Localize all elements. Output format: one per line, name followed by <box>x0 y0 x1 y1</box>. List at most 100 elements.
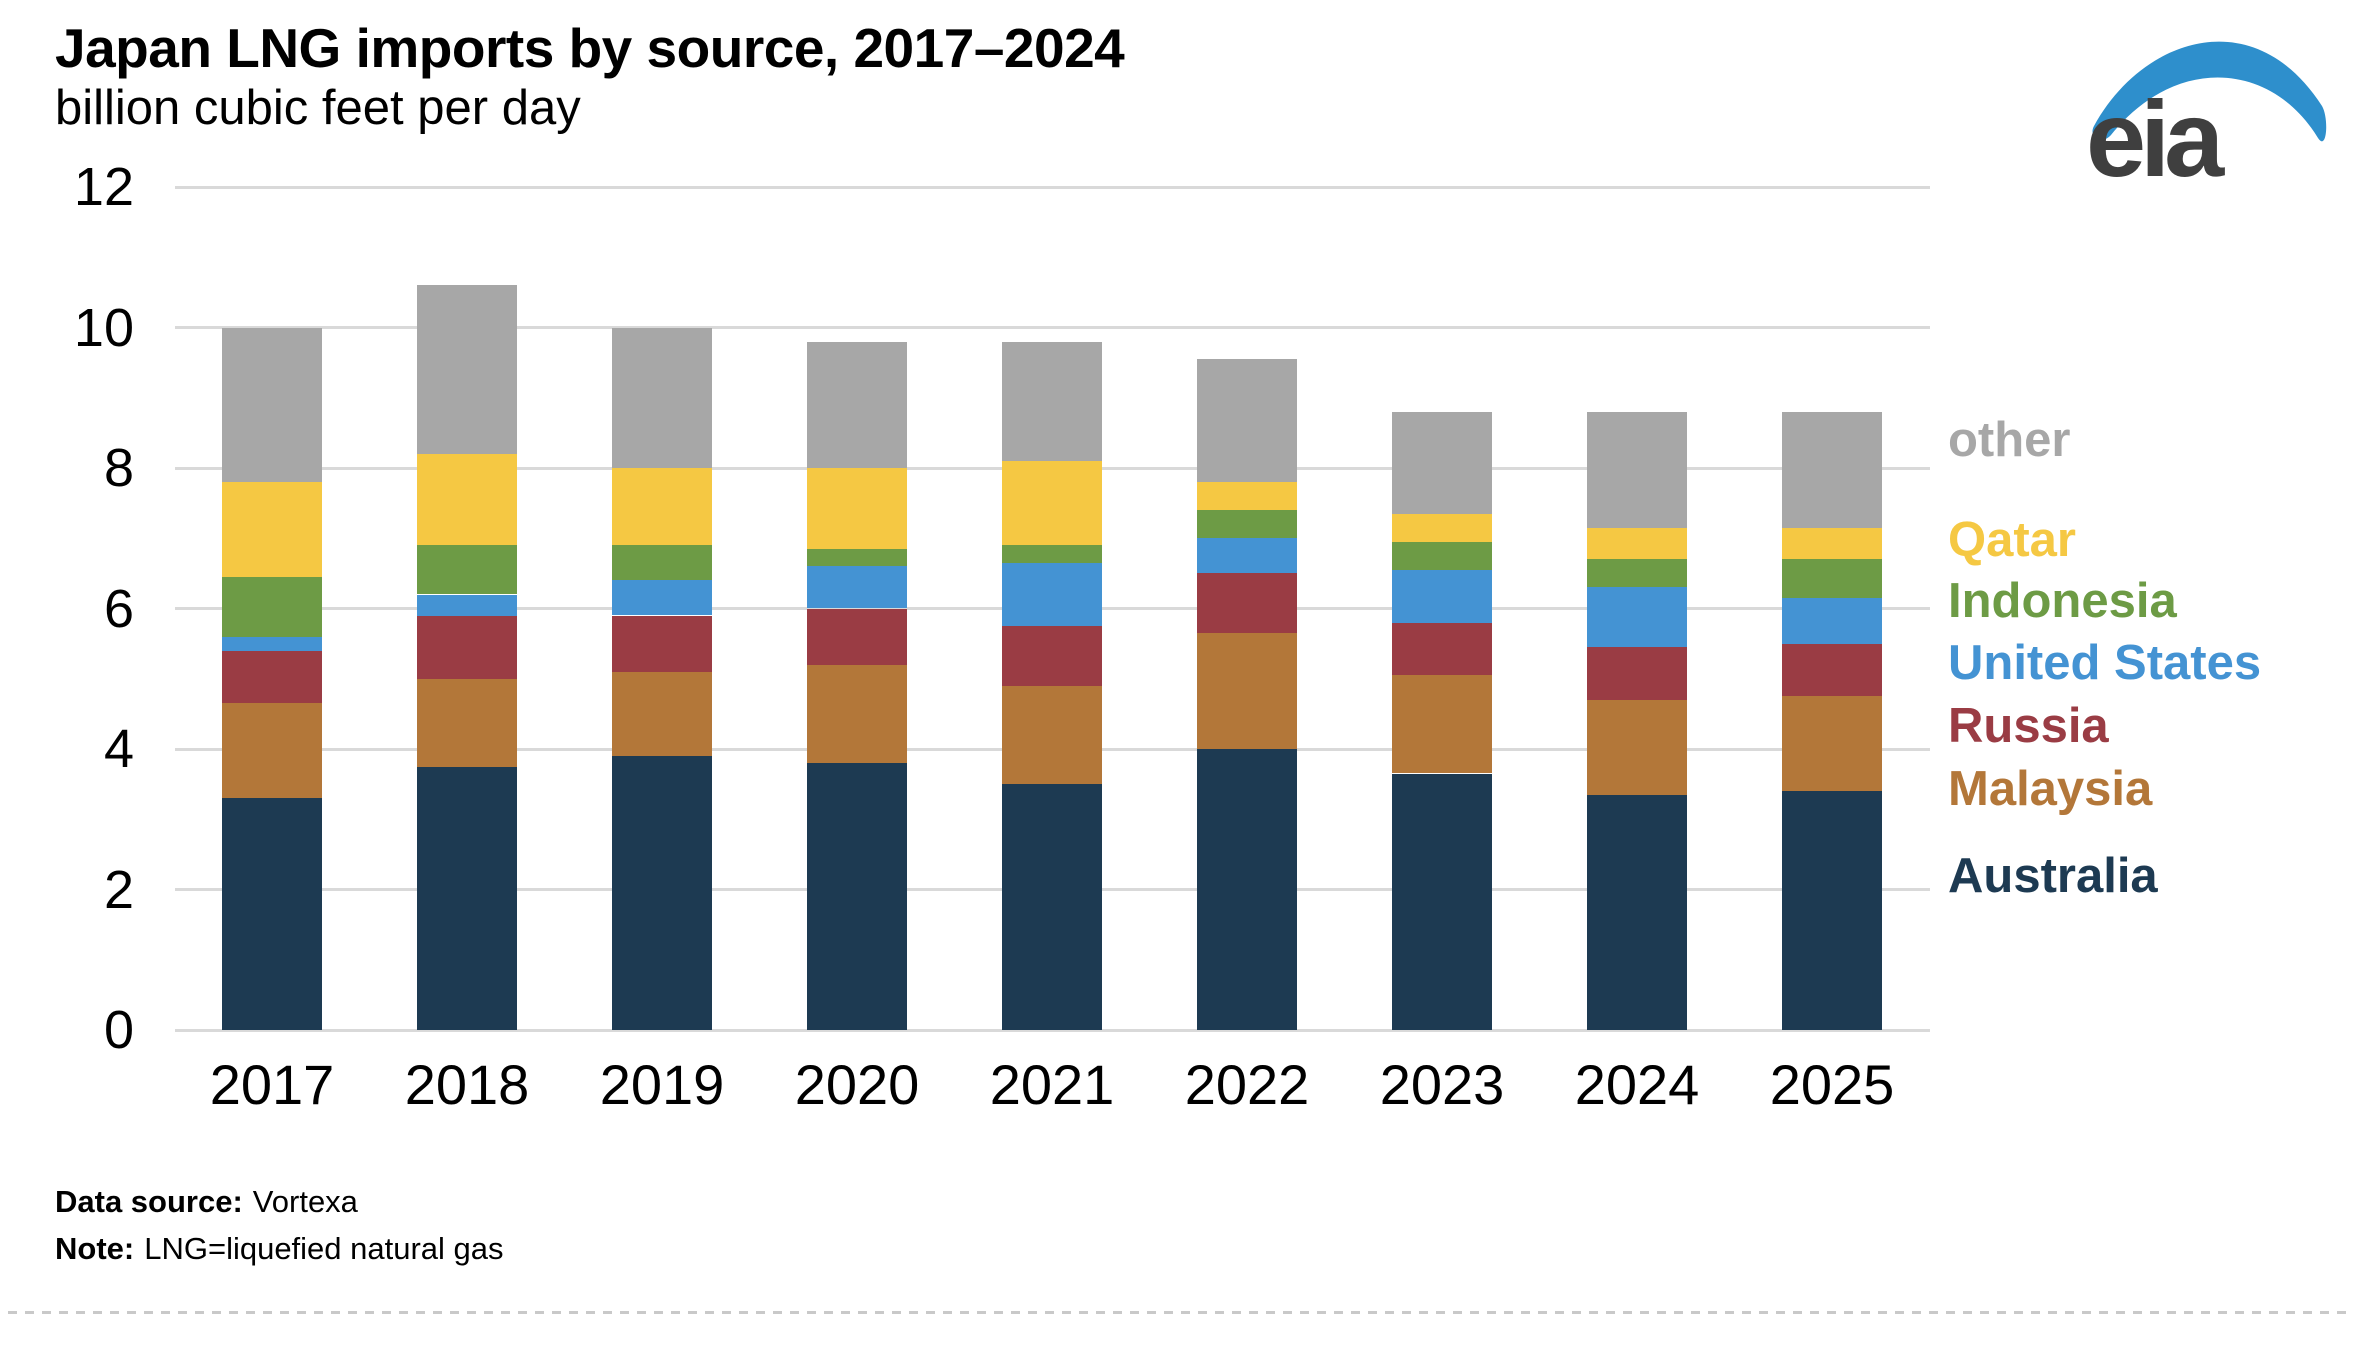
bar-segment-united-states-2018 <box>417 594 517 616</box>
x-tick-label-2023: 2023 <box>1379 1053 1505 1116</box>
bar-segment-malaysia-2021 <box>1002 685 1102 785</box>
note-label: Note: <box>55 1231 135 1266</box>
legend-item-indonesia: Indonesia <box>1948 574 2177 628</box>
bar-segment-qatar-2025 <box>1782 527 1882 560</box>
bar-segment-united-states-2021 <box>1002 562 1102 626</box>
bar-segment-other-2022 <box>1197 359 1297 482</box>
y-tick-label-0: 0 <box>103 1000 134 1060</box>
y-tick-label-2: 2 <box>103 859 134 920</box>
note-line: Note: LNG=liquefied natural gas <box>55 1225 504 1272</box>
eia-swoosh-icon <box>2092 41 2327 142</box>
bar-segment-australia-2023 <box>1392 773 1492 1030</box>
bar-segment-other-2021 <box>1002 341 1102 461</box>
y-tick-label-4: 4 <box>103 719 134 779</box>
bar-segment-united-states-2025 <box>1782 598 1882 644</box>
eia-logo: eia <box>2082 14 2338 199</box>
data-source-value: Vortexa <box>252 1184 358 1219</box>
x-tick-label-2020: 2020 <box>794 1053 920 1116</box>
bar-segment-qatar-2023 <box>1392 513 1492 542</box>
gridline-10 <box>175 326 1930 329</box>
eia-logo-graphic: eia <box>2086 41 2327 199</box>
bar-segment-qatar-2020 <box>807 468 907 549</box>
note-value: LNG=liquefied natural gas <box>144 1231 504 1266</box>
legend-item-united-states: United States <box>1948 636 2262 690</box>
legend-item-other: other <box>1948 413 2071 467</box>
bar-segment-malaysia-2020 <box>807 664 907 763</box>
bar-segment-australia-2020 <box>807 763 907 1030</box>
divider-dotted-line <box>8 1311 2350 1314</box>
y-tick-label-8: 8 <box>103 438 134 498</box>
legend-item-australia: Australia <box>1948 849 2158 903</box>
bar-segment-qatar-2018 <box>417 453 517 546</box>
data-source-label: Data source: <box>55 1184 243 1219</box>
legend-item-russia: Russia <box>1948 699 2109 753</box>
bar-segment-malaysia-2018 <box>417 678 517 767</box>
legend-item-malaysia: Malaysia <box>1948 762 2153 816</box>
bar-segment-russia-2022 <box>1197 573 1297 634</box>
bar-segment-indonesia-2025 <box>1782 559 1882 598</box>
bar-segment-other-2018 <box>417 285 517 454</box>
y-tick-label-6: 6 <box>103 578 134 639</box>
bar-segment-qatar-2024 <box>1587 527 1687 560</box>
bar-segment-russia-2024 <box>1587 647 1687 700</box>
page-title: Japan LNG imports by source, 2017–2024 <box>55 17 1125 79</box>
bar-segment-indonesia-2021 <box>1002 545 1102 563</box>
bar-segment-malaysia-2024 <box>1587 699 1687 795</box>
gridline-0 <box>175 1028 1930 1032</box>
eia-logo-text: eia <box>2086 78 2225 190</box>
bar-segment-australia-2018 <box>417 766 517 1030</box>
bar-segment-united-states-2020 <box>807 566 907 609</box>
bar-segment-russia-2025 <box>1782 643 1882 697</box>
bar-segment-other-2025 <box>1782 411 1882 528</box>
bar-segment-australia-2017 <box>222 798 322 1030</box>
bar-segment-other-2019 <box>612 327 712 468</box>
bar-segment-other-2020 <box>807 341 907 469</box>
bar-segment-malaysia-2017 <box>222 703 322 799</box>
x-tick-label-2017: 2017 <box>209 1053 335 1116</box>
bar-segment-australia-2021 <box>1002 784 1102 1030</box>
bar-segment-indonesia-2019 <box>612 545 712 581</box>
x-tick-label-2019: 2019 <box>599 1053 725 1116</box>
y-tick-label-12: 12 <box>73 157 134 217</box>
bar-segment-indonesia-2022 <box>1197 510 1297 539</box>
bar-segment-australia-2019 <box>612 756 712 1030</box>
bar-segment-united-states-2024 <box>1587 587 1687 648</box>
legend-item-qatar: Qatar <box>1948 513 2077 567</box>
bar-segment-australia-2024 <box>1587 794 1687 1030</box>
bar-segment-united-states-2017 <box>222 636 322 651</box>
bar-segment-indonesia-2024 <box>1587 559 1687 588</box>
bar-segment-russia-2017 <box>222 650 322 704</box>
bar-segment-united-states-2023 <box>1392 569 1492 623</box>
bar-segment-malaysia-2023 <box>1392 675 1492 774</box>
bar-segment-malaysia-2025 <box>1782 696 1882 792</box>
bar-segment-russia-2019 <box>612 615 712 672</box>
y-tick-label-10: 10 <box>73 297 134 358</box>
x-tick-label-2018: 2018 <box>404 1053 530 1116</box>
bar-segment-malaysia-2019 <box>612 671 712 756</box>
x-tick-label-2022: 2022 <box>1184 1053 1310 1116</box>
bar-segment-indonesia-2020 <box>807 548 907 567</box>
bar-segment-indonesia-2017 <box>222 576 322 637</box>
chart-footer: Data source: Vortexa Note: LNG=liquefied n… <box>55 1178 504 1272</box>
bar-segment-russia-2021 <box>1002 626 1102 686</box>
bar-segment-united-states-2022 <box>1197 538 1297 574</box>
bar-segment-qatar-2022 <box>1197 482 1297 511</box>
bar-segment-russia-2020 <box>807 608 907 665</box>
bar-segment-russia-2018 <box>417 615 517 679</box>
bar-segment-indonesia-2018 <box>417 545 517 595</box>
bar-segment-australia-2025 <box>1782 791 1882 1030</box>
chart-units-subtitle: billion cubic feet per day <box>55 81 581 135</box>
gridline-12 <box>175 185 1930 189</box>
bar-segment-qatar-2017 <box>222 482 322 577</box>
x-tick-label-2025: 2025 <box>1769 1053 1895 1116</box>
bar-segment-qatar-2021 <box>1002 461 1102 546</box>
bar-segment-other-2023 <box>1392 411 1492 514</box>
bar-segment-russia-2023 <box>1392 622 1492 676</box>
bar-segment-united-states-2019 <box>612 580 712 616</box>
bar-segment-other-2017 <box>222 327 322 483</box>
data-source-line: Data source: Vortexa <box>55 1178 504 1225</box>
bar-segment-malaysia-2022 <box>1197 633 1297 749</box>
bar-segment-other-2024 <box>1587 411 1687 528</box>
x-tick-label-2024: 2024 <box>1574 1053 1700 1116</box>
